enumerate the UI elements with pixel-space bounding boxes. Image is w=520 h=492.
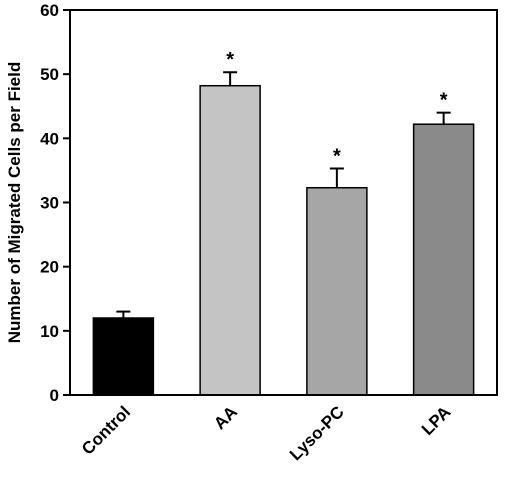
x-category-label: LPA — [418, 402, 455, 439]
bars — [92, 84, 475, 396]
x-axis-labels: Control AA Lyso-PC LPA — [78, 402, 454, 464]
y-tick-label: 40 — [40, 129, 59, 148]
bar — [92, 317, 155, 396]
y-axis-title: Number of Migrated Cells per Field — [5, 62, 24, 344]
significance-marker: * — [226, 49, 234, 71]
significance-markers: * * * — [226, 49, 448, 167]
x-category-label: Control — [78, 402, 134, 458]
significance-marker: * — [333, 145, 341, 167]
y-tick-label: 20 — [40, 258, 59, 277]
bar — [412, 123, 475, 396]
y-tick-label: 50 — [40, 65, 59, 84]
significance-marker: * — [440, 90, 448, 112]
error-bars — [116, 71, 451, 318]
bar — [199, 84, 261, 396]
y-axis-ticks: 0 10 20 30 40 50 60 — [40, 1, 70, 405]
y-tick-label: 30 — [40, 194, 59, 213]
y-tick-label: 60 — [40, 1, 59, 20]
y-tick-label: 10 — [40, 322, 59, 341]
bar — [306, 186, 368, 396]
y-tick-label: 0 — [50, 386, 59, 405]
x-category-label: AA — [210, 402, 241, 433]
plot-frame — [69, 9, 498, 396]
x-category-label: Lyso-PC — [286, 402, 348, 464]
